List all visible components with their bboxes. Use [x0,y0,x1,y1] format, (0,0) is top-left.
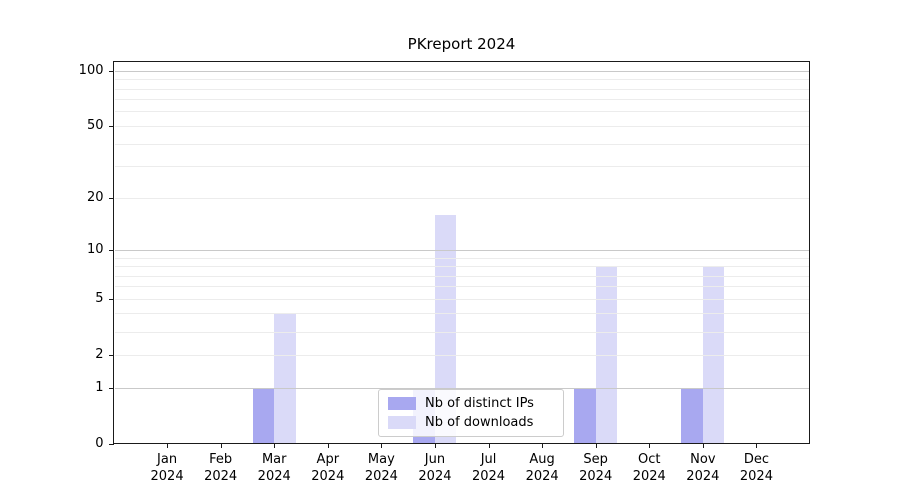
y-tick [108,197,114,199]
gridline-minor [114,79,809,81]
bar-downloads [434,214,457,444]
y-tick-label: 20 [86,189,104,205]
bar-distinct-ips [574,387,596,444]
x-tick [167,443,169,448]
x-tick-label: Dec 2024 [739,451,773,484]
gridline-minor [114,257,809,259]
gridline-major [114,70,809,72]
gridline-minor [114,88,809,90]
gridline-major [114,387,809,389]
bar-distinct-ips [681,387,703,444]
gridline-minor [114,266,809,267]
legend-label-downloads: Nb of downloads [425,414,534,430]
gridline-minor [114,275,809,277]
x-tick [327,443,329,448]
x-tick-label: Apr 2024 [311,451,345,484]
bar-downloads [702,266,725,444]
legend-swatch-downloads [388,416,416,429]
x-tick-label: Sep 2024 [579,451,613,484]
chart-title: PKreport 2024 [407,35,516,53]
bar-downloads [595,266,618,444]
legend-item-downloads: Nb of downloads [388,415,554,431]
bar-downloads [274,313,296,444]
y-tick [108,354,114,356]
x-tick [542,443,544,448]
x-tick [220,443,222,448]
legend-swatch-distinct-ips [388,397,416,410]
x-tick-label: Jul 2024 [471,451,506,484]
bar-distinct-ips [252,387,275,444]
gridline-minor [114,298,809,300]
gridline-minor [114,166,809,168]
gridline-minor [114,99,809,101]
x-tick-label: Jun 2024 [418,451,452,484]
gridline-minor [114,197,809,199]
y-tick [108,125,114,127]
gridline-minor [114,143,809,145]
x-tick [434,443,436,448]
y-tick-label: 50 [86,117,104,133]
gridline-minor [114,125,809,127]
y-tick-label: 0 [95,435,104,451]
legend-item-distinct-ips: Nb of distinct IPs [388,396,554,412]
y-tick-label: 2 [95,346,104,362]
legend-label-distinct-ips: Nb of distinct IPs [425,395,534,411]
plot-area [113,61,810,444]
gridline-minor [114,286,809,288]
x-tick [702,443,704,448]
gridline-minor [114,313,809,315]
x-tick-label: Mar 2024 [257,451,291,484]
y-tick [108,249,114,251]
y-tick [108,70,114,72]
x-tick [488,443,490,448]
x-tick [595,443,597,448]
x-tick [381,443,383,448]
x-tick [649,443,651,448]
x-tick-label: Jan 2024 [150,451,184,484]
x-tick [756,443,758,448]
y-tick [108,298,114,300]
x-tick-label: Aug 2024 [525,451,559,484]
y-tick [108,443,114,445]
gridline-minor [114,111,809,113]
gridline-minor [114,331,809,333]
x-tick-label: May 2024 [364,451,398,484]
y-tick-label: 10 [86,241,104,257]
y-tick [108,387,114,389]
y-tick-label: 5 [95,290,104,306]
x-tick-label: Feb 2024 [204,451,238,484]
gridline-major [114,249,809,251]
x-tick-label: Oct 2024 [632,451,666,484]
legend: Nb of distinct IPs Nb of downloads [378,389,564,437]
y-tick-label: 1 [95,379,104,395]
y-tick-label: 100 [78,62,104,78]
x-tick-label: Nov 2024 [686,451,720,484]
gridline-minor [114,354,809,356]
x-tick [274,443,276,448]
